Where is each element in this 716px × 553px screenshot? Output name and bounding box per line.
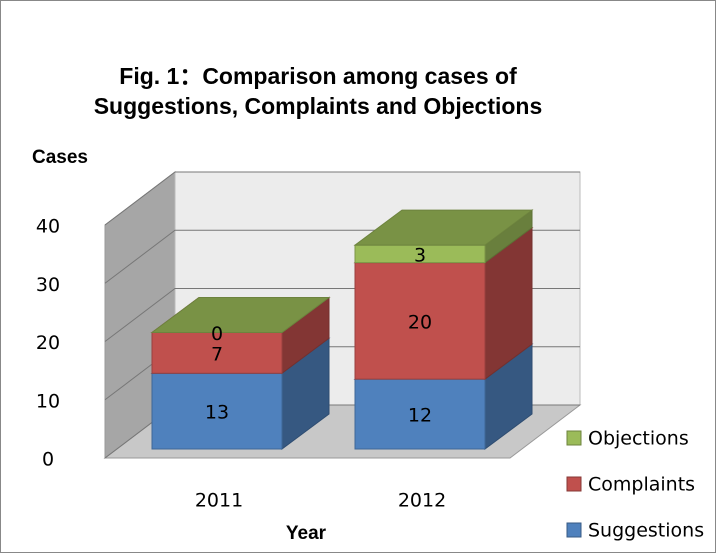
legend-swatch [566,430,582,446]
grid-line [104,171,580,226]
legend-swatch [566,522,582,538]
y-tick-label: 20 [36,332,60,354]
bar-top [150,297,331,333]
bar [151,332,283,374]
x-tick-label: 2012 [398,490,446,512]
data-label: 12 [408,405,432,427]
legend-label: Suggestions [588,520,704,542]
legend-swatch [566,476,582,492]
data-label: 3 [414,244,426,266]
bar-top [353,209,534,246]
y-tick-label: 10 [36,390,60,412]
y-tick-label: 0 [42,449,54,471]
data-label: 13 [205,402,229,424]
data-label: 7 [211,343,223,365]
legend-label: Objections [588,428,689,450]
data-label: 0 [211,323,223,345]
chart-title: Fig. 1：Comparison among cases of [119,63,517,89]
x-axis-label: Year [286,523,327,544]
data-label: 20 [408,311,432,333]
x-tick-label: 2011 [195,490,243,512]
bar [354,262,486,380]
chart-title: Suggestions, Complaints and Objections [94,93,543,119]
bar [151,372,283,450]
legend-label: Complaints [588,474,695,496]
y-axis-label: Cases [32,147,88,168]
y-tick-label: 40 [36,216,60,238]
bar [354,378,486,450]
y-tick-label: 30 [36,274,60,296]
